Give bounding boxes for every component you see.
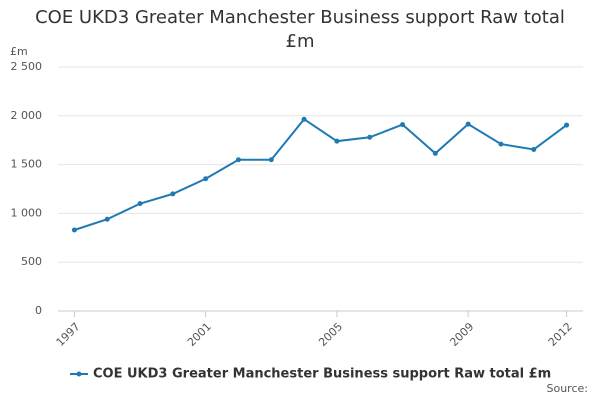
legend-label: COE UKD3 Greater Manchester Business sup…: [93, 367, 551, 382]
point: [71, 227, 77, 233]
point: [367, 134, 373, 140]
point: [465, 121, 471, 127]
point: [301, 116, 307, 122]
x-tick-label: 2001: [185, 320, 214, 349]
x-tick-label: 1997: [54, 320, 83, 349]
line: [74, 117, 568, 231]
y-tick-label: 1 500: [11, 158, 43, 171]
point: [137, 201, 143, 207]
y-tick-label: 0: [35, 304, 42, 317]
point: [235, 157, 241, 163]
y-axis-label: £m: [10, 45, 28, 58]
point: [170, 191, 176, 197]
point: [268, 157, 274, 163]
point: [531, 146, 537, 152]
point: [400, 122, 406, 128]
point: [203, 176, 209, 182]
source: Source:: [547, 382, 589, 395]
legend-marker: [76, 371, 82, 377]
point: [334, 138, 340, 144]
point: [104, 216, 110, 222]
point: [564, 122, 570, 128]
point: [432, 150, 438, 156]
point: [498, 141, 504, 147]
x-tick-label: 2005: [316, 320, 345, 349]
x-tick-label: 2009: [447, 320, 476, 349]
chart-title: COE UKD3 Greater Manchester Business sup…: [35, 7, 565, 52]
x-tick-label: 2012: [546, 320, 575, 349]
y-tick-label: 500: [21, 255, 42, 268]
y-tick-label: 2 000: [11, 109, 43, 122]
y-tick-label: 2 500: [11, 60, 43, 73]
y-tick-label: 1 000: [11, 206, 43, 219]
